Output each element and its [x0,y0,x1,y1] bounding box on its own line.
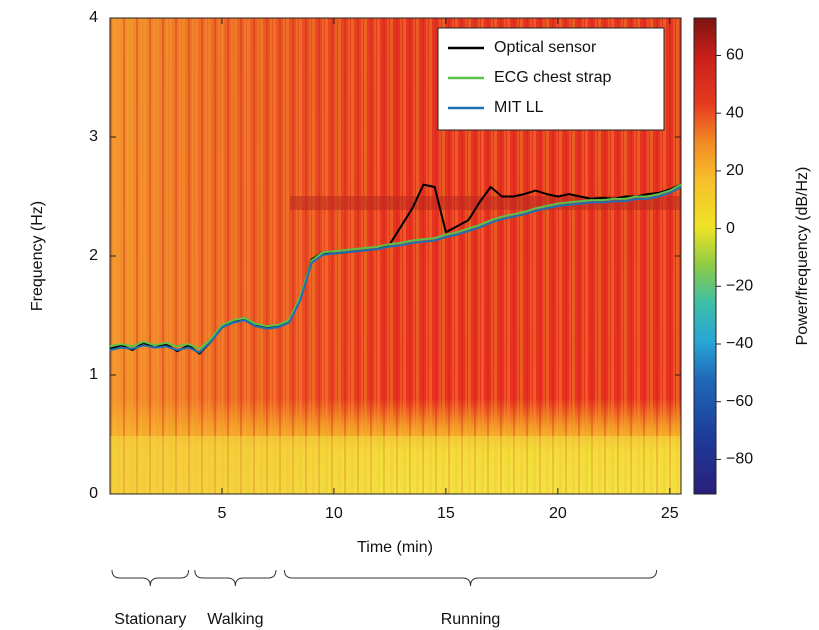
colorbar-tick-label: 40 [726,104,744,121]
legend-label: Optical sensor [494,39,597,56]
y-tick-label: 3 [89,128,98,145]
series-line [109,183,682,350]
x-tick-label: 25 [661,505,679,522]
colorbar [693,17,717,495]
colorbar-label: Power/frequency (dB/Hz) [794,167,811,346]
colorbar-tick-label: 0 [726,220,735,237]
segment-brace [111,569,190,587]
x-axis-label: Time (min) [357,539,433,556]
colorbar-tick-label: 20 [726,162,744,179]
y-tick-label: 4 [89,9,98,26]
y-tick-label: 1 [89,366,98,383]
colorbar-tick-label: −60 [726,393,753,410]
series-line [109,186,682,354]
colorbar-tick-label: −20 [726,278,753,295]
y-tick-label: 0 [89,485,98,502]
segment-label: Running [441,611,501,628]
segment-brace [283,569,658,587]
y-axis-label: Frequency (Hz) [29,201,46,311]
colorbar-tick-label: −80 [726,451,753,468]
x-tick-label: 10 [325,505,343,522]
x-tick-label: 15 [437,505,455,522]
x-tick-label: 20 [549,505,567,522]
segment-label: Walking [207,611,263,628]
legend-label: ECG chest strap [494,69,611,86]
segment-label: Stationary [114,611,186,628]
y-tick-label: 2 [89,247,98,264]
legend-label: MIT LL [494,99,544,116]
segment-brace [194,569,277,587]
colorbar-tick-label: 60 [726,47,744,64]
colorbar-tick-label: −40 [726,335,753,352]
x-tick-label: 5 [218,505,227,522]
